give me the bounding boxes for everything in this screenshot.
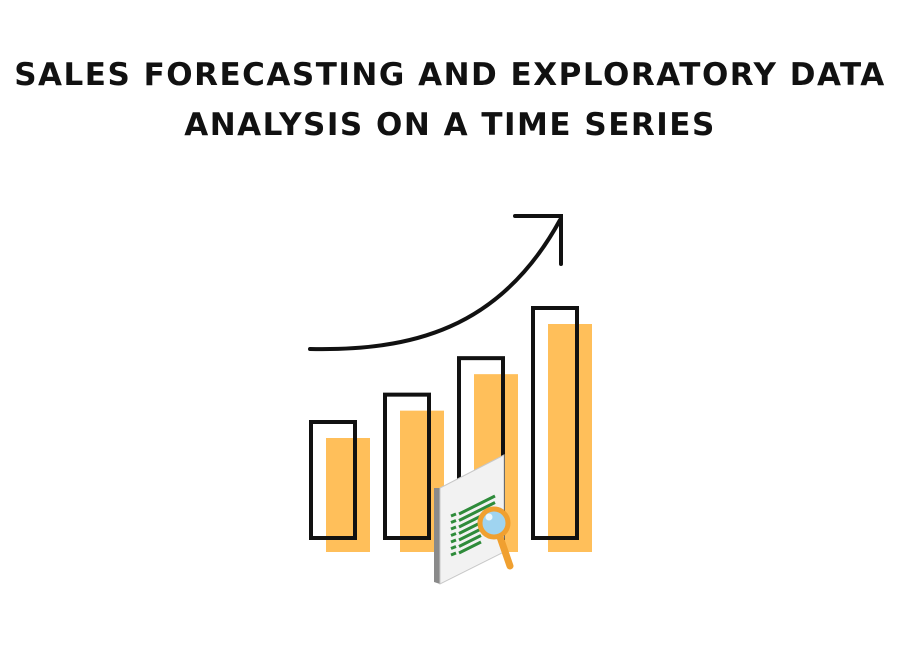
report-line — [458, 534, 482, 548]
report-line — [458, 494, 496, 516]
trend-curve — [308, 218, 562, 352]
report-bullet — [450, 519, 457, 524]
report-document-icon — [434, 454, 505, 585]
report-bullet — [450, 538, 457, 544]
bar-outline — [383, 392, 431, 541]
report-line — [458, 527, 482, 542]
page-title: SALES FORECASTING AND EXPLORATORY DATA A… — [0, 50, 900, 150]
bar-fill — [548, 324, 592, 552]
bar-outline — [531, 306, 579, 540]
magnifier-glint — [485, 513, 493, 521]
report-bullet — [450, 525, 457, 531]
report-lines — [450, 494, 496, 557]
magnifier-icon — [477, 506, 514, 570]
arrow-head — [513, 214, 563, 266]
report-line — [458, 521, 482, 535]
report-bullet — [450, 512, 457, 518]
bar-fill — [326, 438, 370, 552]
report-line — [458, 501, 496, 522]
bar-outline — [309, 420, 357, 540]
title-line-1: SALES FORECASTING AND EXPLORATORY DATA — [14, 57, 886, 93]
magnifier-handle — [496, 533, 514, 570]
title-line-2: ANALYSIS ON A TIME SERIES — [184, 107, 716, 143]
report-bullet — [450, 551, 457, 557]
report-bullet — [450, 532, 457, 537]
report-line — [458, 540, 482, 555]
magnifier-ring — [477, 506, 511, 540]
report-bullet — [450, 545, 457, 550]
trend-arrow-icon — [308, 214, 563, 352]
report-paper-edge — [434, 488, 440, 584]
